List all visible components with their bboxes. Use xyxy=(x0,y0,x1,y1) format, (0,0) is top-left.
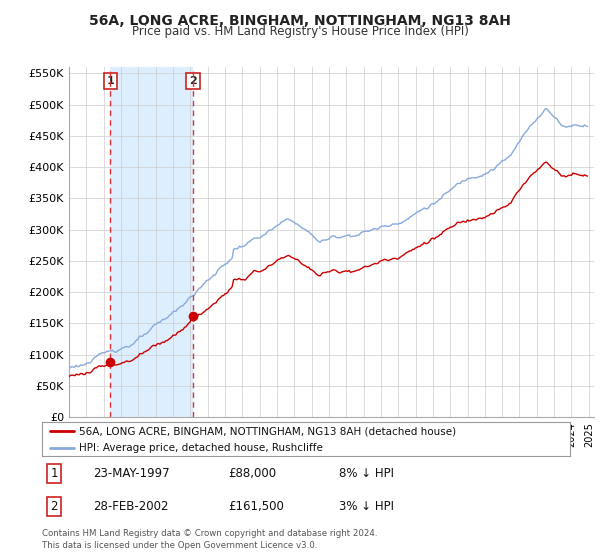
Text: HPI: Average price, detached house, Rushcliffe: HPI: Average price, detached house, Rush… xyxy=(79,443,323,452)
Text: 56A, LONG ACRE, BINGHAM, NOTTINGHAM, NG13 8AH (detached house): 56A, LONG ACRE, BINGHAM, NOTTINGHAM, NG1… xyxy=(79,426,456,436)
Text: Contains HM Land Registry data © Crown copyright and database right 2024.
This d: Contains HM Land Registry data © Crown c… xyxy=(42,529,377,550)
Text: 2: 2 xyxy=(189,76,197,86)
Bar xyxy=(110,67,193,417)
Text: 23-MAY-1997: 23-MAY-1997 xyxy=(93,466,170,480)
Text: 1: 1 xyxy=(50,466,58,480)
Text: £161,500: £161,500 xyxy=(228,500,284,514)
Text: 3% ↓ HPI: 3% ↓ HPI xyxy=(339,500,394,514)
Text: 2: 2 xyxy=(50,500,58,514)
Text: £88,000: £88,000 xyxy=(228,466,276,480)
Text: 8% ↓ HPI: 8% ↓ HPI xyxy=(339,466,394,480)
Text: 28-FEB-2002: 28-FEB-2002 xyxy=(93,500,169,514)
Text: Price paid vs. HM Land Registry's House Price Index (HPI): Price paid vs. HM Land Registry's House … xyxy=(131,25,469,38)
Text: 56A, LONG ACRE, BINGHAM, NOTTINGHAM, NG13 8AH: 56A, LONG ACRE, BINGHAM, NOTTINGHAM, NG1… xyxy=(89,14,511,28)
Text: 1: 1 xyxy=(106,76,114,86)
